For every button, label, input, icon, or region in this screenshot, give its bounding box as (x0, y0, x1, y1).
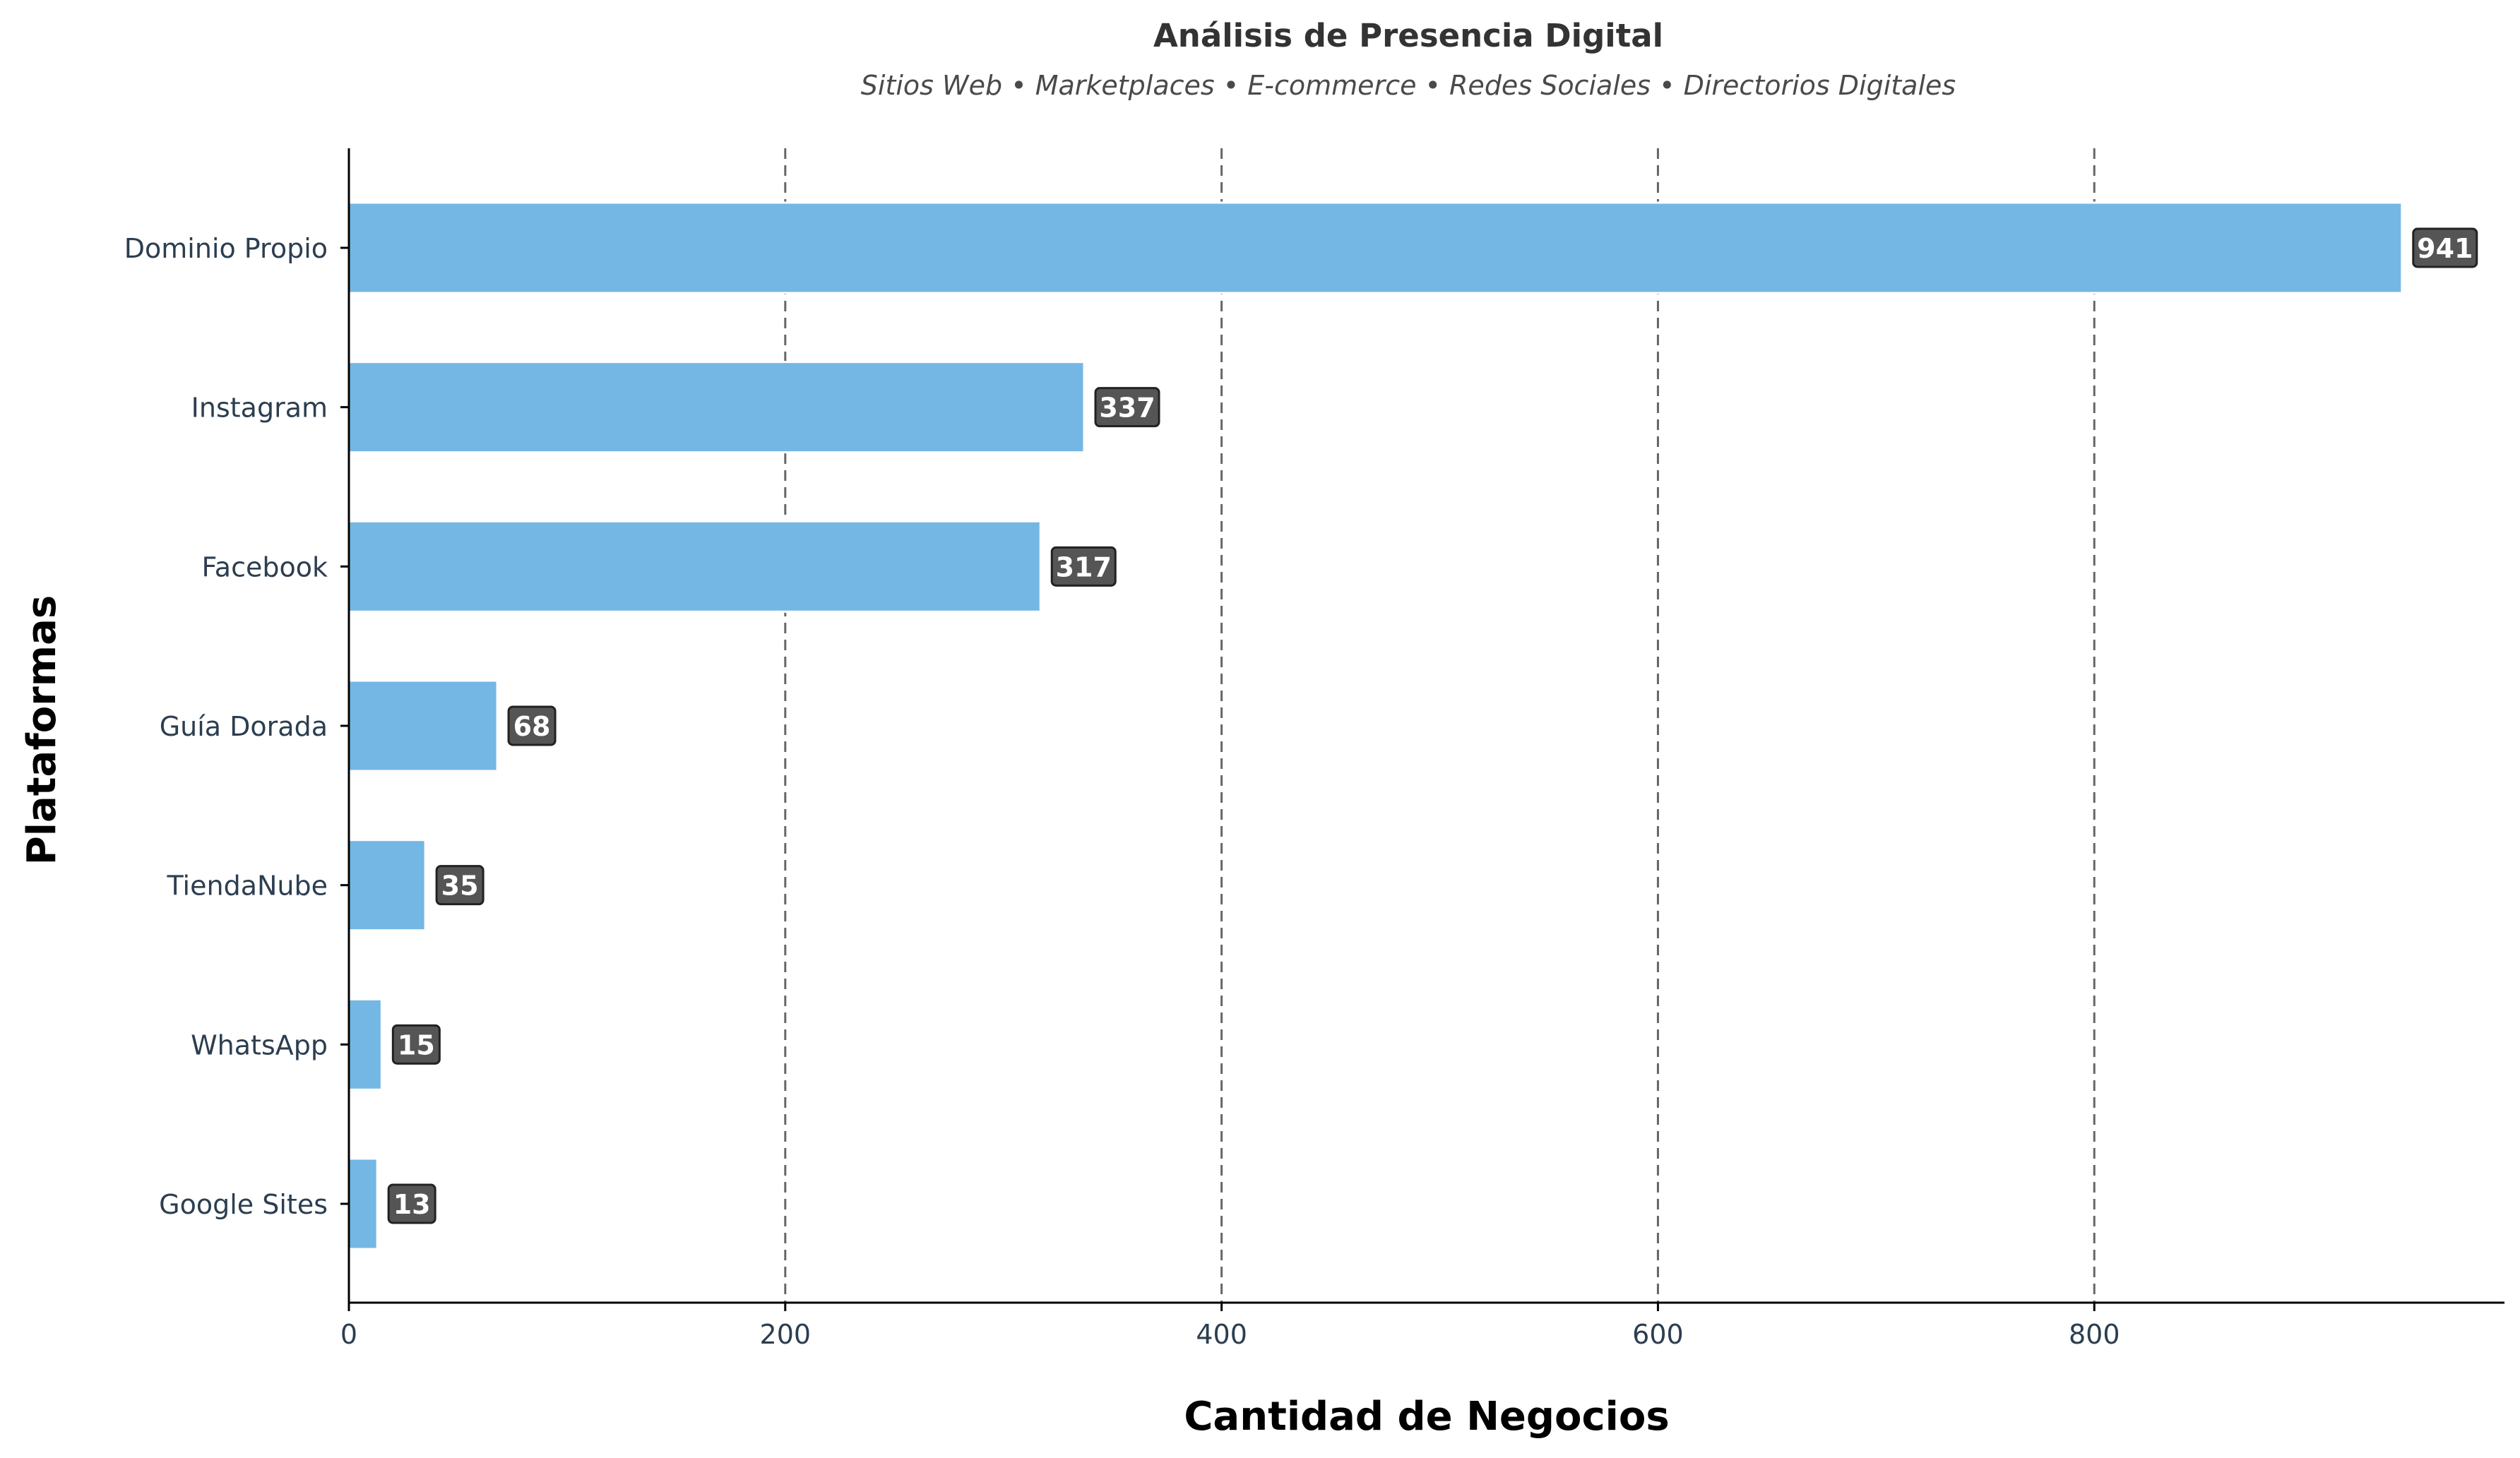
data-label: 13 (393, 1189, 431, 1220)
data-label: 15 (398, 1029, 435, 1060)
data-label-box (1050, 546, 1117, 587)
x-tick-label: 400 (1196, 1319, 1247, 1350)
bar (347, 1157, 379, 1250)
bar (347, 520, 1042, 613)
data-label-box (387, 1183, 436, 1224)
grid-lines (784, 148, 2096, 1303)
bar (347, 679, 499, 772)
data-label-box (1094, 387, 1160, 428)
data-label: 317 (1056, 551, 1112, 582)
chart-title: Análisis de Presencia Digital (1153, 17, 1663, 54)
category-label: Guía Dorada (160, 711, 328, 742)
category-label: Dominio Propio (124, 233, 328, 264)
data-label-box (2412, 227, 2478, 268)
bar (347, 361, 1086, 454)
x-tick-label: 0 (340, 1319, 357, 1350)
chart-subtitle: Sitios Web • Marketplaces • E-commerce •… (861, 70, 1956, 101)
data-label-box (391, 1024, 441, 1065)
x-axis-ticks: 0 200 400 600 800 (340, 1303, 2120, 1350)
category-label: Google Sites (159, 1189, 328, 1220)
x-tick-label: 200 (760, 1319, 812, 1350)
data-label-box (435, 865, 485, 906)
category-label: Facebook (201, 551, 328, 582)
bars (347, 201, 2403, 1250)
bar (347, 839, 427, 932)
bar (347, 998, 383, 1091)
x-tick-label: 800 (2069, 1319, 2120, 1350)
category-label: Instagram (191, 393, 328, 424)
data-label: 68 (513, 711, 551, 742)
data-label: 35 (441, 871, 479, 902)
category-labels: Dominio Propio Instagram Facebook Guía Dora… (124, 233, 349, 1220)
x-tick-label: 600 (1632, 1319, 1684, 1350)
category-label: WhatsApp (191, 1029, 328, 1060)
data-label-box (507, 705, 557, 746)
data-labels: 941 337 317 68 35 15 13 (387, 227, 2478, 1224)
category-label: TiendaNube (167, 871, 328, 902)
data-label: 337 (1099, 393, 1155, 424)
x-axis-label: Cantidad de Negocios (1184, 1394, 1669, 1440)
bar (347, 201, 2403, 294)
data-label: 941 (2417, 233, 2473, 264)
y-axis-label: Plataformas (19, 595, 65, 866)
